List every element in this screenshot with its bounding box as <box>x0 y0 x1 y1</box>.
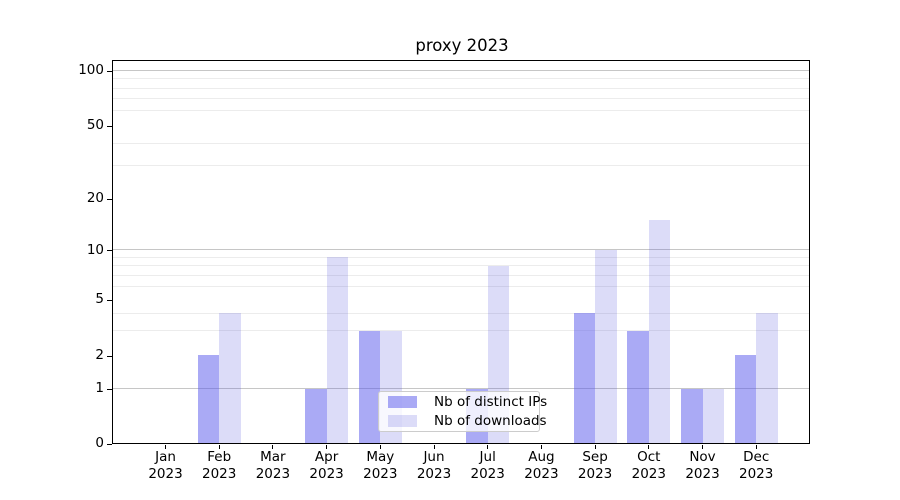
bar-feb-ips <box>197 355 220 443</box>
y-tick-mark <box>107 355 112 357</box>
x-tick-label: Apr 2023 <box>309 449 344 482</box>
y-tick-label: 2 <box>95 347 104 364</box>
x-tick-mark <box>379 445 381 449</box>
x-tick-label: Jun 2023 <box>416 449 452 482</box>
legend-item-distinct-ips: Nb of distinct IPs <box>379 394 547 410</box>
x-tick-mark <box>702 445 703 449</box>
x-tick-mark <box>272 445 274 449</box>
minor-gridline <box>113 110 809 112</box>
plot-area: Nb of distinct IPs Nb of downloads <box>112 60 810 444</box>
minor-gridline <box>113 78 809 80</box>
x-tick-label: Jan 2023 <box>148 449 183 482</box>
minor-gridline <box>113 285 809 287</box>
x-tick-mark <box>433 445 435 449</box>
x-tick-label: Dec 2023 <box>739 449 774 482</box>
bar-nov-downloads <box>702 388 724 443</box>
legend-swatch-distinct-ips <box>388 396 417 409</box>
x-tick-mark <box>648 445 650 449</box>
x-tick-mark <box>755 445 757 449</box>
minor-gridline <box>113 256 809 258</box>
legend-swatch-downloads <box>388 414 417 427</box>
legend-item-downloads: Nb of downloads <box>379 413 547 429</box>
y-tick-label: 10 <box>86 241 104 258</box>
legend: Nb of distinct IPs Nb of downloads <box>378 391 547 432</box>
chart-title: proxy 2023 <box>415 36 509 55</box>
x-tick-label: Oct 2023 <box>631 449 666 482</box>
minor-gridline <box>113 274 809 276</box>
x-tick-label: May 2023 <box>363 449 398 482</box>
minor-gridline <box>113 142 809 144</box>
x-tick-mark <box>487 445 489 449</box>
bar-oct-ips <box>627 330 649 443</box>
x-tick-label: Aug 2023 <box>524 449 559 482</box>
minor-gridline <box>113 87 809 89</box>
major-gridline <box>113 249 809 251</box>
y-tick-label: 1 <box>95 380 104 397</box>
x-tick-mark <box>218 445 220 449</box>
bar-apr-ips <box>305 388 327 443</box>
bar-oct-downloads <box>648 219 671 443</box>
x-tick-label: Feb 2023 <box>202 449 237 482</box>
bar-apr-downloads <box>326 257 349 443</box>
legend-label-downloads: Nb of downloads <box>434 412 547 429</box>
y-tick-mark <box>107 125 112 127</box>
major-gridline <box>113 388 809 389</box>
x-tick-mark <box>594 445 596 449</box>
x-tick-mark <box>540 445 542 449</box>
bar-may-ips <box>358 330 381 443</box>
x-tick-label: Sep 2023 <box>577 449 613 482</box>
minor-gridline <box>113 312 809 314</box>
y-tick-mark <box>107 70 112 72</box>
y-tick-label: 0 <box>95 435 104 451</box>
minor-gridline <box>113 98 809 100</box>
x-tick-label: Nov 2023 <box>685 449 720 482</box>
bar-dec-ips <box>734 355 757 443</box>
y-tick-label: 5 <box>95 291 104 308</box>
major-gridline <box>113 69 809 71</box>
minor-gridline <box>113 265 809 267</box>
x-tick-mark <box>326 445 328 449</box>
x-tick-label: Mar 2023 <box>255 449 291 482</box>
legend-label-distinct-ips: Nb of distinct IPs <box>434 394 548 411</box>
bar-sep-downloads <box>595 249 617 443</box>
x-tick-mark <box>165 445 166 449</box>
minor-gridline <box>113 330 809 332</box>
bar-dec-downloads <box>756 313 778 443</box>
y-tick-mark <box>107 388 112 390</box>
minor-gridline <box>113 165 809 167</box>
bar-feb-downloads <box>219 313 241 443</box>
bar-nov-ips <box>681 388 703 443</box>
y-tick-label: 100 <box>78 62 104 79</box>
x-tick-label: Jul 2023 <box>470 449 505 482</box>
y-tick-mark <box>107 250 112 252</box>
y-tick-mark <box>107 443 112 445</box>
y-tick-mark <box>107 299 112 301</box>
y-tick-label: 20 <box>86 190 104 207</box>
y-tick-mark <box>107 198 112 200</box>
bar-sep-ips <box>573 313 596 443</box>
y-tick-label: 50 <box>86 117 104 134</box>
